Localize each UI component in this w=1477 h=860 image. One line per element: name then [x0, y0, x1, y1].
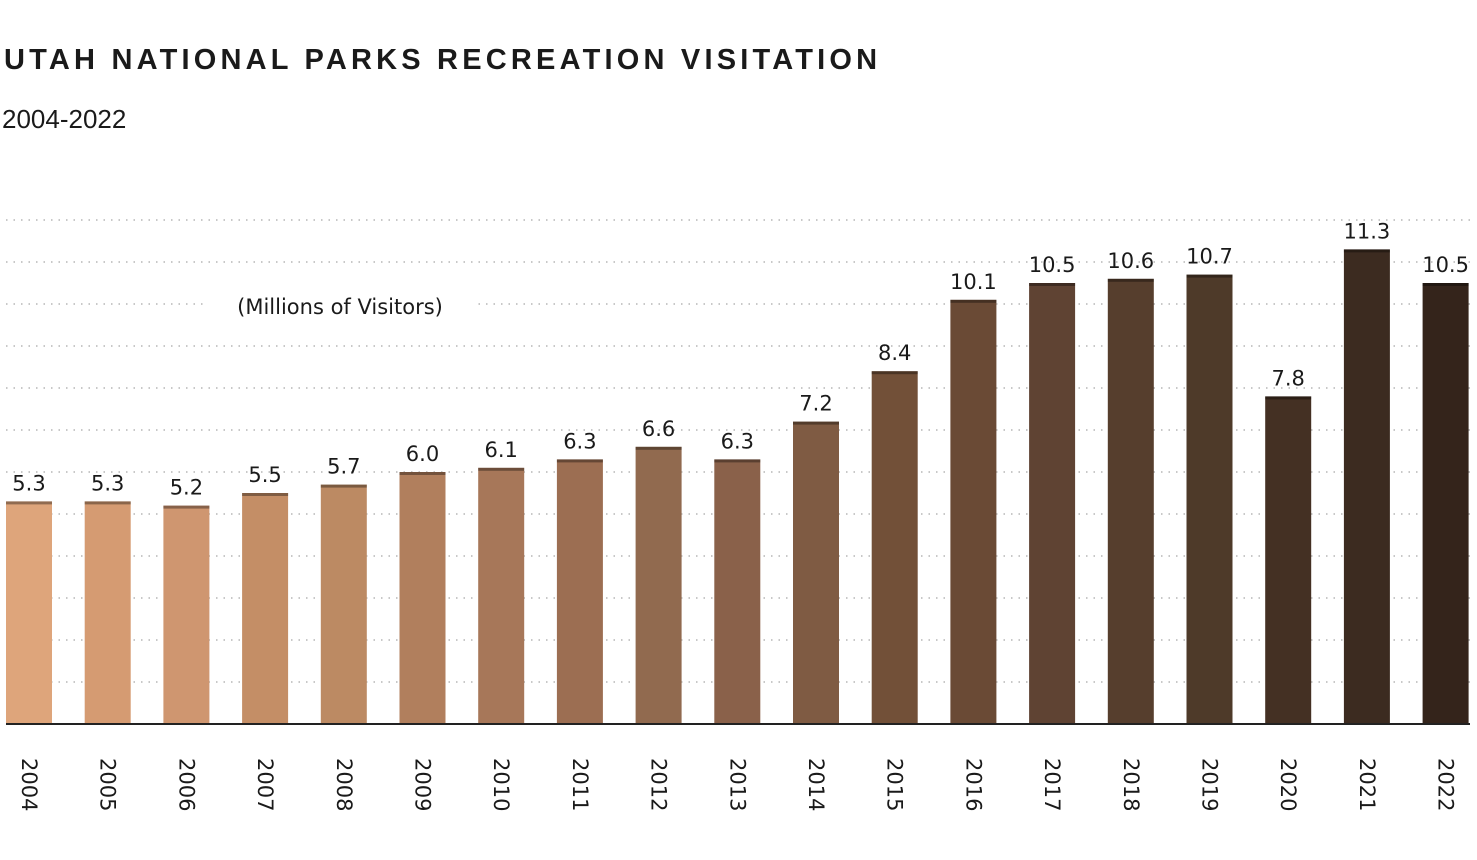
- value-label-2006: 5.2: [170, 476, 203, 500]
- bar-2014: [793, 421, 839, 724]
- bar-2004: [6, 501, 52, 724]
- bar-2022: [1422, 283, 1469, 724]
- bar-2012: [635, 446, 682, 724]
- bar-2017: [1029, 283, 1076, 724]
- unit-label: (Millions of Visitors): [237, 295, 443, 319]
- bar-2018: [1107, 278, 1154, 724]
- x-tick-2007: 2007: [253, 758, 277, 811]
- bar-2005: [84, 501, 131, 724]
- value-label-2013: 6.3: [721, 429, 754, 453]
- bar-2009: [399, 472, 446, 724]
- bar-2010: [478, 467, 525, 724]
- bar-cap-2011: [556, 459, 603, 463]
- x-tick-labels: 2004 2005 2006 2007 2008 2009 2010 2011 2012 2013…: [17, 758, 1458, 811]
- bar-cap-2010: [478, 467, 525, 471]
- bar-cap-2013: [714, 459, 761, 463]
- value-label-2010: 6.1: [484, 438, 517, 462]
- bar-2007: [242, 493, 289, 724]
- value-label-2018: 10.6: [1107, 249, 1154, 273]
- value-label-2009: 6.0: [406, 442, 439, 466]
- bar-2021: [1343, 249, 1390, 724]
- x-tick-2013: 2013: [725, 758, 749, 811]
- bar-cap-2007: [242, 493, 289, 496]
- value-label-2012: 6.6: [642, 417, 675, 441]
- bar-cap-2008: [320, 484, 367, 488]
- value-label-2016: 10.1: [950, 270, 997, 294]
- value-label-2005: 5.3: [91, 471, 124, 495]
- x-tick-2018: 2018: [1119, 758, 1143, 811]
- x-tick-2015: 2015: [883, 758, 907, 811]
- x-tick-2020: 2020: [1276, 758, 1300, 811]
- bar-2011: [556, 459, 603, 724]
- bar-cap-2020: [1265, 396, 1312, 400]
- bar-cap-2021: [1343, 249, 1390, 253]
- unit-label-background: [205, 287, 477, 331]
- bar-2006: [163, 505, 210, 724]
- chart-subtitle: 2004-2022: [2, 104, 127, 134]
- bar-cap-2015: [871, 371, 918, 375]
- x-tick-2021: 2021: [1355, 758, 1379, 811]
- bar-cap-2022: [1422, 283, 1469, 286]
- x-tick-2022: 2022: [1434, 758, 1458, 811]
- x-tick-2017: 2017: [1040, 758, 1064, 811]
- value-label-2007: 5.5: [248, 463, 281, 487]
- bar-cap-2009: [399, 472, 446, 475]
- bar-cap-2005: [84, 501, 131, 505]
- value-labels: 5.3 5.3 5.2 5.5 5.7 6.0 6.1 6.3 6.6 6.3 7.2 8.4 10.1…: [12, 219, 1469, 499]
- bar-cap-2016: [950, 299, 997, 303]
- value-label-2004: 5.3: [12, 471, 45, 495]
- bar-2016: [950, 299, 997, 724]
- value-label-2017: 10.5: [1029, 253, 1076, 277]
- bar-series: [6, 249, 1469, 724]
- value-label-2021: 11.3: [1344, 219, 1391, 243]
- bar-cap-2018: [1107, 278, 1154, 282]
- value-label-2015: 8.4: [878, 341, 911, 365]
- chart-title: UTAH NATIONAL PARKS RECREATION VISITATIO…: [4, 44, 882, 76]
- x-tick-2006: 2006: [174, 758, 198, 811]
- bar-2008: [320, 484, 367, 724]
- x-tick-2008: 2008: [332, 758, 356, 811]
- bar-cap-2006: [163, 505, 210, 509]
- x-tick-2019: 2019: [1198, 758, 1222, 811]
- bar-cap-2014: [793, 421, 839, 425]
- value-label-2014: 7.2: [799, 392, 832, 416]
- bar-2015: [871, 371, 918, 724]
- value-label-2008: 5.7: [327, 455, 360, 479]
- x-tick-2011: 2011: [568, 758, 592, 811]
- x-tick-2010: 2010: [489, 758, 513, 811]
- bar-cap-2017: [1029, 283, 1076, 286]
- bar-cap-2004: [6, 501, 52, 505]
- value-label-2022: 10.5: [1422, 253, 1469, 277]
- bar-2019: [1186, 274, 1233, 724]
- x-tick-2012: 2012: [647, 758, 671, 811]
- x-tick-2014: 2014: [804, 758, 828, 811]
- bar-cap-2012: [635, 446, 682, 450]
- bar-2020: [1265, 396, 1312, 724]
- x-tick-2005: 2005: [96, 758, 120, 811]
- bar-cap-2019: [1186, 274, 1233, 278]
- value-label-2020: 7.8: [1271, 366, 1304, 390]
- x-tick-2009: 2009: [411, 758, 435, 811]
- x-tick-2016: 2016: [961, 758, 985, 811]
- value-label-2011: 6.3: [563, 429, 596, 453]
- bar-2013: [714, 459, 761, 724]
- x-tick-2004: 2004: [17, 758, 41, 811]
- value-label-2019: 10.7: [1186, 245, 1233, 269]
